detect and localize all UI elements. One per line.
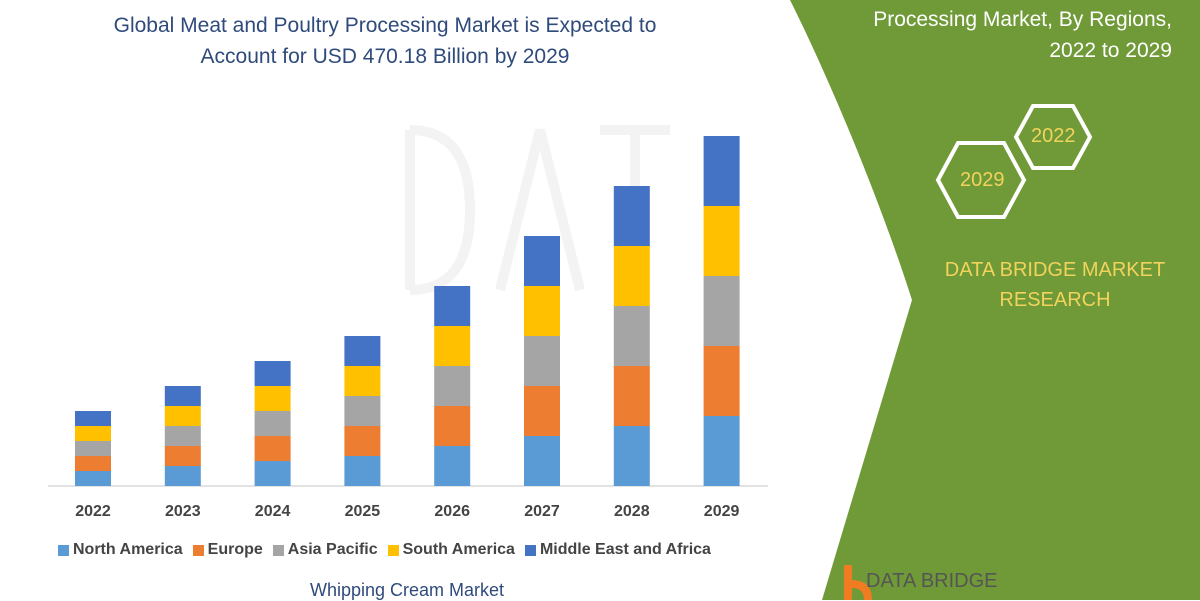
legend-label: North America: [73, 541, 183, 558]
brand-line-2: RESEARCH: [999, 289, 1111, 311]
bar-2027-south-america: [524, 286, 560, 336]
bar-2022-asia-pacific: [75, 441, 111, 456]
bar-2022-europe: [75, 456, 111, 471]
hexagon-2029: [935, 141, 1027, 219]
legend-swatch: [192, 544, 204, 556]
legend-item: South America: [387, 541, 515, 559]
hex-label-2029: 2029: [960, 169, 1005, 191]
bar-2024-north-america: [254, 461, 291, 486]
bar-2028-asia-pacific: [613, 306, 650, 366]
footer-subtitle: Whipping Cream Market: [310, 580, 505, 600]
legend-item: Europe: [192, 541, 263, 559]
legend-swatch: [524, 544, 536, 556]
bar-2029-south-america: [703, 206, 740, 276]
bar-2022-north-america: [75, 471, 111, 486]
legend-item: Asia Pacific: [272, 541, 378, 559]
bars: [75, 136, 740, 486]
x-tick-label: 2026: [434, 503, 470, 520]
bar-2026-asia-pacific: [434, 366, 471, 406]
bar-2025-south-america: [344, 366, 381, 396]
bar-2026-north-america: [434, 446, 471, 486]
legend-swatch: [387, 544, 399, 556]
bar-2025-europe: [344, 426, 381, 456]
side-title: Processing Market, By Regions, 2022 to 2…: [873, 4, 1172, 66]
bar-2025-asia-pacific: [344, 396, 381, 426]
legend-label: South America: [402, 541, 515, 558]
bar-2029-asia-pacific: [703, 276, 740, 346]
x-tick-label: 2025: [344, 503, 381, 520]
bar-2023-europe: [164, 446, 201, 466]
bar-2027-europe: [524, 386, 560, 436]
bar-2026-middle-east-and-africa: [434, 286, 471, 326]
hexagon-2022: [1013, 104, 1093, 170]
x-tick-label: 2024: [254, 503, 291, 520]
bar-2024-europe: [254, 436, 291, 461]
x-tick-label: 2023: [165, 503, 201, 520]
legend-item: Middle East and Africa: [524, 541, 711, 559]
bar-2027-asia-pacific: [524, 336, 560, 386]
bar-2025-middle-east-and-africa: [344, 336, 381, 366]
x-tick-label: 2027: [524, 503, 560, 520]
legend: North America Europe Asia Pacific South Ame…: [58, 541, 711, 559]
chart-title: Global Meat and Poultry Processing Marke…: [40, 10, 730, 72]
x-tick-label: 2029: [703, 503, 740, 520]
x-tick-label: 2022: [75, 503, 111, 520]
bar-2024-middle-east-and-africa: [254, 361, 291, 386]
legend-item: North America: [58, 541, 183, 559]
legend-swatch: [58, 544, 69, 556]
x-tick-label: 2028: [614, 503, 650, 520]
bar-2029-europe: [703, 346, 740, 416]
bar-2023-north-america: [164, 466, 201, 486]
brand-text: DATA BRIDGE MARKET RESEARCH: [925, 255, 1185, 315]
legend-label: Middle East and Africa: [539, 541, 711, 558]
legend-label: Asia Pacific: [287, 541, 378, 558]
bar-2029-north-america: [703, 416, 740, 486]
bar-2022-middle-east-and-africa: [75, 411, 111, 426]
green-panel: [790, 0, 1200, 600]
bar-2026-south-america: [434, 326, 471, 366]
bar-2027-north-america: [524, 436, 560, 486]
bar-2022-south-america: [75, 426, 111, 441]
logo-text: DATA BRIDGE: [866, 570, 998, 592]
bar-2028-south-america: [613, 246, 650, 306]
bar-2028-europe: [613, 366, 650, 426]
bar-2024-south-america: [254, 386, 291, 411]
hex-label-2022: 2022: [1031, 125, 1076, 147]
side-title-line-2: 2022 to 2029: [1049, 39, 1172, 62]
title-line-1: Global Meat and Poultry Processing Marke…: [113, 14, 657, 37]
bar-2029-middle-east-and-africa: [703, 136, 740, 206]
title-line-2: Account for USD 470.18 Billion by 2029: [200, 45, 570, 68]
legend-swatch: [272, 544, 284, 556]
logo-icon: [844, 565, 872, 600]
brand-line-1: DATA BRIDGE MARKET: [944, 259, 1166, 281]
side-title-line-1: Processing Market, By Regions,: [873, 8, 1172, 31]
bar-2025-north-america: [344, 456, 381, 486]
bar-2026-europe: [434, 406, 471, 446]
bar-2027-middle-east-and-africa: [524, 236, 560, 286]
bar-2024-asia-pacific: [254, 411, 291, 436]
bar-2023-asia-pacific: [164, 426, 201, 446]
bar-2028-north-america: [613, 426, 650, 486]
bar-2023-south-america: [164, 406, 201, 426]
bar-2023-middle-east-and-africa: [164, 386, 201, 406]
bar-2028-middle-east-and-africa: [613, 186, 650, 246]
legend-label: Europe: [207, 541, 263, 558]
